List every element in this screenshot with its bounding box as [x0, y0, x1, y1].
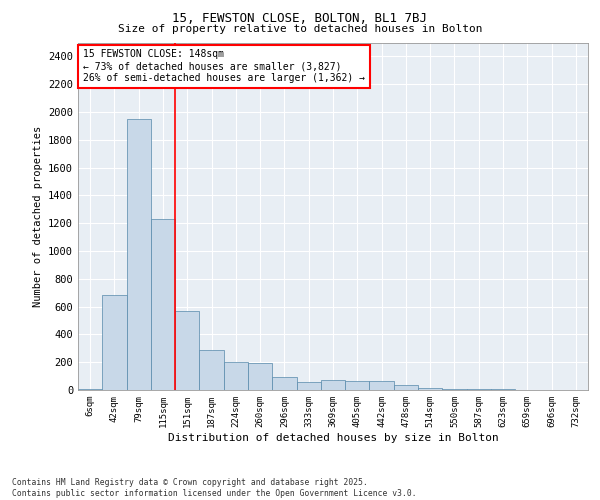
Bar [102, 296, 127, 390]
Bar [394, 385, 418, 390]
Text: 15, FEWSTON CLOSE, BOLTON, BL1 7BJ: 15, FEWSTON CLOSE, BOLTON, BL1 7BJ [173, 12, 427, 26]
Y-axis label: Number of detached properties: Number of detached properties [32, 126, 43, 307]
Bar [151, 219, 175, 390]
Bar [199, 350, 224, 390]
Bar [175, 311, 199, 390]
Text: Size of property relative to detached houses in Bolton: Size of property relative to detached ho… [118, 24, 482, 34]
Bar [370, 381, 394, 390]
Bar [321, 380, 345, 390]
Text: Contains HM Land Registry data © Crown copyright and database right 2025.
Contai: Contains HM Land Registry data © Crown c… [12, 478, 416, 498]
Bar [296, 382, 321, 390]
Text: 15 FEWSTON CLOSE: 148sqm
← 73% of detached houses are smaller (3,827)
26% of sem: 15 FEWSTON CLOSE: 148sqm ← 73% of detach… [83, 50, 365, 82]
Bar [127, 119, 151, 390]
X-axis label: Distribution of detached houses by size in Bolton: Distribution of detached houses by size … [167, 432, 499, 442]
Bar [418, 388, 442, 390]
Bar [78, 389, 102, 390]
Bar [224, 362, 248, 390]
Bar [272, 377, 296, 390]
Bar [442, 389, 467, 390]
Bar [345, 381, 370, 390]
Bar [248, 363, 272, 390]
